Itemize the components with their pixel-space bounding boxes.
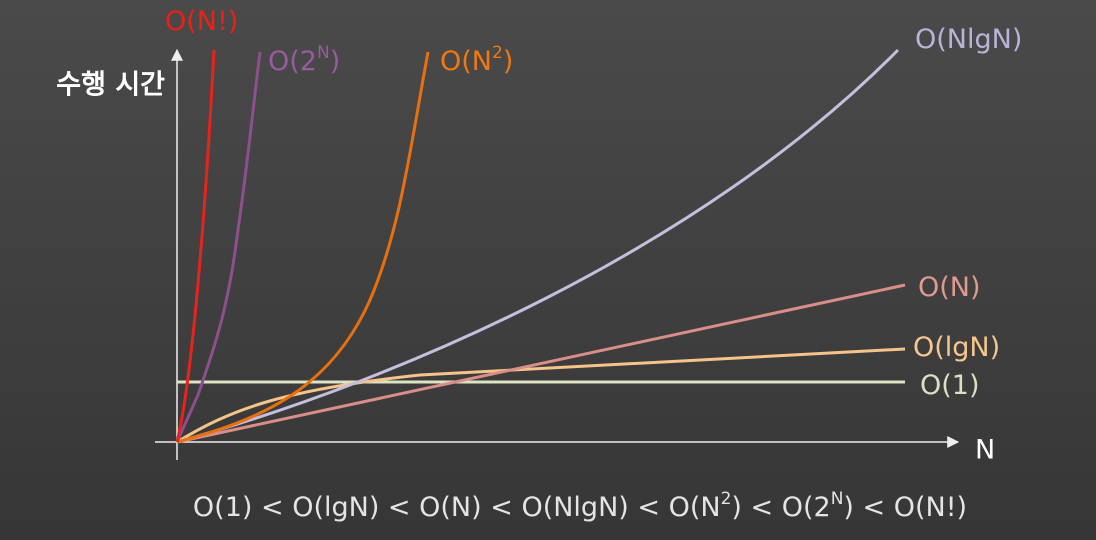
- text-segment: O(N: [440, 46, 492, 77]
- superscript: 2: [721, 489, 732, 509]
- text-segment: O(N!): [165, 6, 238, 37]
- text-segment: ): [503, 46, 514, 77]
- curve: [175, 49, 216, 443]
- curve-label: O(N!): [165, 6, 238, 37]
- curve-label: O(lgN): [913, 332, 1000, 363]
- curve-label: O(2N): [268, 43, 340, 77]
- x-axis-label: N: [975, 435, 995, 466]
- curve: [176, 283, 906, 444]
- text-segment: ) < O(N!): [843, 492, 967, 523]
- curve: [176, 51, 430, 444]
- curve-label: O(NlgN): [915, 24, 1022, 55]
- labels: O(N!)O(2N) O(N2)O(NlgN)O(N)O(lgN)O(1): [165, 6, 1022, 401]
- curve-label: O(1): [920, 370, 980, 401]
- curve-label: O(N2): [440, 43, 513, 77]
- text-segment: O(1): [920, 370, 980, 401]
- superscript: N: [831, 489, 844, 509]
- text-segment: O(lgN): [913, 332, 1000, 363]
- text-segment: ): [330, 46, 341, 77]
- y-axis-label: 수행 시간: [56, 70, 165, 101]
- superscript: N: [317, 43, 330, 63]
- curve: [176, 48, 900, 444]
- text-segment: O(1) < O(lgN) < O(N) < O(NlgN) < O(N: [193, 492, 721, 523]
- text-segment: O(2: [268, 46, 317, 77]
- superscript: 2: [492, 43, 503, 63]
- curve: [176, 347, 906, 444]
- text-segment: O(N): [918, 272, 981, 303]
- curve: [175, 51, 262, 443]
- formula: O(1) < O(lgN) < O(N) < O(NlgN) < O(N2) <…: [193, 489, 967, 523]
- formula-text: O(1) < O(lgN) < O(N) < O(NlgN) < O(N2) <…: [193, 489, 967, 523]
- text-segment: ) < O(2: [731, 492, 830, 523]
- curve-label: O(N): [918, 272, 981, 303]
- text-segment: O(NlgN): [915, 24, 1022, 55]
